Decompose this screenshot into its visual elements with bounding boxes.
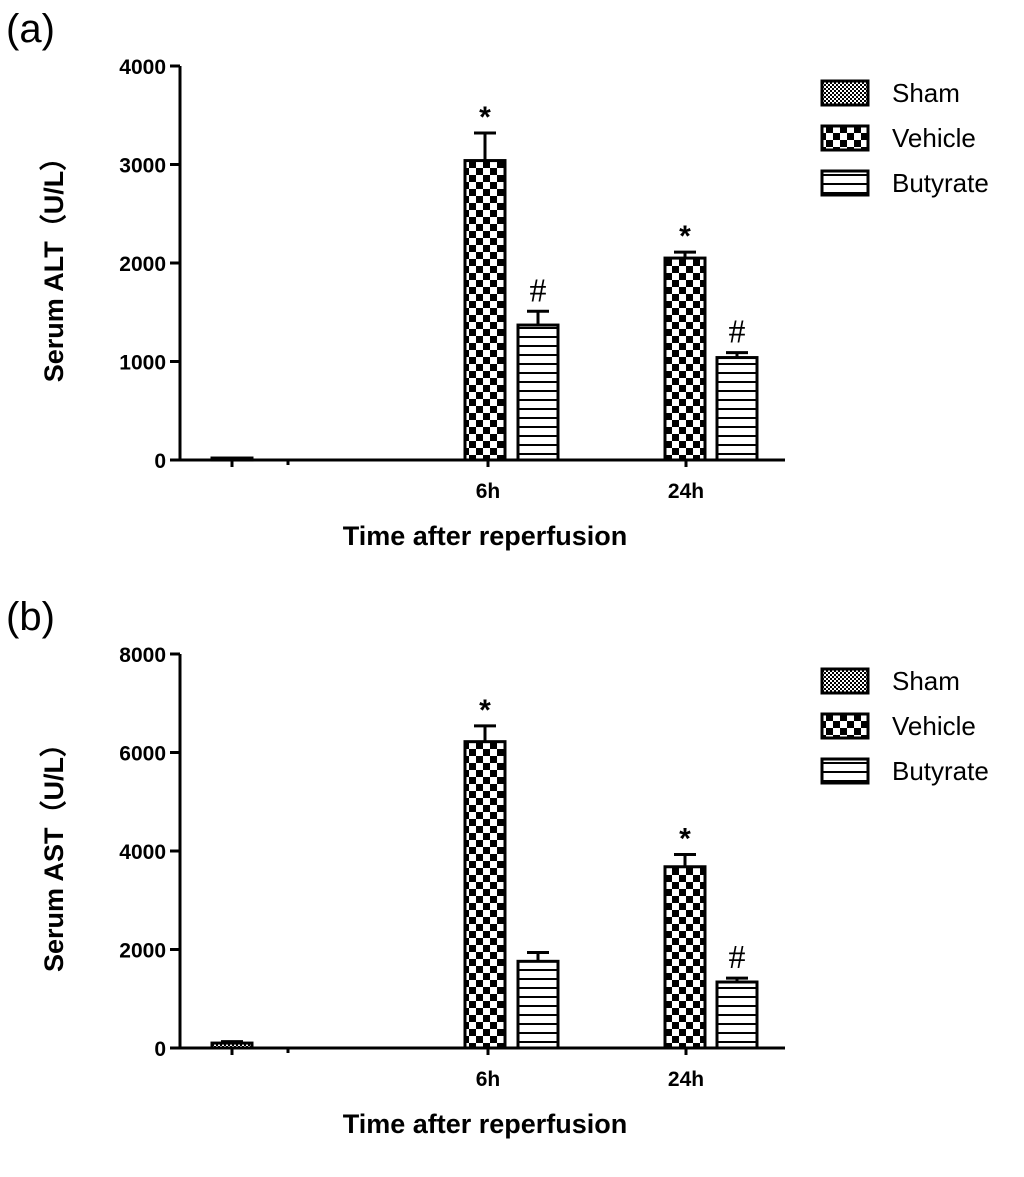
- bar-vehicle-6h: [463, 740, 507, 1050]
- x-axis-title: Time after reperfusion: [343, 521, 628, 551]
- legend-label-vehicle: Vehicle: [892, 123, 976, 153]
- x-tick-label: 6h: [476, 480, 501, 503]
- chart-panel-b: (b) 0 2000 4000 6000 8000 6h 24h Time after repe…: [0, 588, 1024, 1176]
- legend-label-sham: Sham: [892, 78, 960, 108]
- chart-panel-a: (a) 0 1000 2000 3000 4000 6h 24h Time after repe…: [0, 0, 1024, 588]
- legend-label-butyrate: Butyrate: [892, 168, 989, 198]
- chart-svg-b: (b) 0 2000 4000 6000 8000 6h 24h Time after repe…: [6, 595, 989, 1139]
- y-tick-label: 4000: [119, 56, 166, 79]
- bar-sham-baseline: [210, 456, 254, 462]
- y-tick-label: 2000: [119, 940, 166, 963]
- bar-vehicle-6h: [463, 159, 507, 462]
- legend-label-butyrate: Butyrate: [892, 756, 989, 786]
- bar-vehicle-24h: [663, 256, 707, 462]
- significance-hash: #: [729, 314, 746, 351]
- panel-label: (a): [6, 7, 55, 51]
- y-axis-title: Serum AST（U/L）: [39, 730, 69, 972]
- bar-vehicle-24h: [663, 865, 707, 1050]
- significance-hash: #: [729, 939, 746, 976]
- legend-swatch-vehicle: [820, 712, 870, 740]
- y-tick-label: 4000: [119, 841, 166, 864]
- significance-hash: #: [530, 272, 547, 309]
- significance-star: *: [679, 220, 691, 253]
- chart-svg-a: (a) 0 1000 2000 3000 4000 6h 24h Time after repe…: [6, 7, 989, 551]
- legend-swatch-sham: [820, 79, 870, 107]
- y-tick-label: 6000: [119, 743, 166, 766]
- y-axis-title: Serum ALT（U/L）: [39, 144, 69, 383]
- bar-butyrate-6h: [516, 959, 560, 1050]
- significance-star: *: [479, 694, 491, 727]
- y-tick-label: 2000: [119, 253, 166, 276]
- significance-star: *: [479, 101, 491, 134]
- x-tick-label: 24h: [668, 1068, 704, 1091]
- bar-butyrate-6h: [516, 323, 560, 462]
- x-tick-label: 24h: [668, 480, 704, 503]
- panel-label: (b): [6, 595, 55, 639]
- legend-swatch-butyrate: [820, 169, 870, 197]
- x-axis-title: Time after reperfusion: [343, 1109, 628, 1139]
- y-tick-label: 1000: [119, 352, 166, 375]
- legend-swatch-sham: [820, 667, 870, 695]
- significance-star: *: [679, 822, 691, 855]
- y-tick-label: 8000: [119, 644, 166, 667]
- y-tick-label: 0: [154, 1038, 166, 1061]
- y-tick-label: 3000: [119, 155, 166, 178]
- legend-label-vehicle: Vehicle: [892, 711, 976, 741]
- bar-butyrate-24h: [715, 980, 759, 1050]
- legend-swatch-butyrate: [820, 757, 870, 785]
- bar-butyrate-24h: [715, 356, 759, 462]
- y-tick-label: 0: [154, 450, 166, 473]
- bar-sham-baseline: [210, 1041, 254, 1050]
- x-tick-label: 6h: [476, 1068, 501, 1091]
- legend-label-sham: Sham: [892, 666, 960, 696]
- legend-swatch-vehicle: [820, 124, 870, 152]
